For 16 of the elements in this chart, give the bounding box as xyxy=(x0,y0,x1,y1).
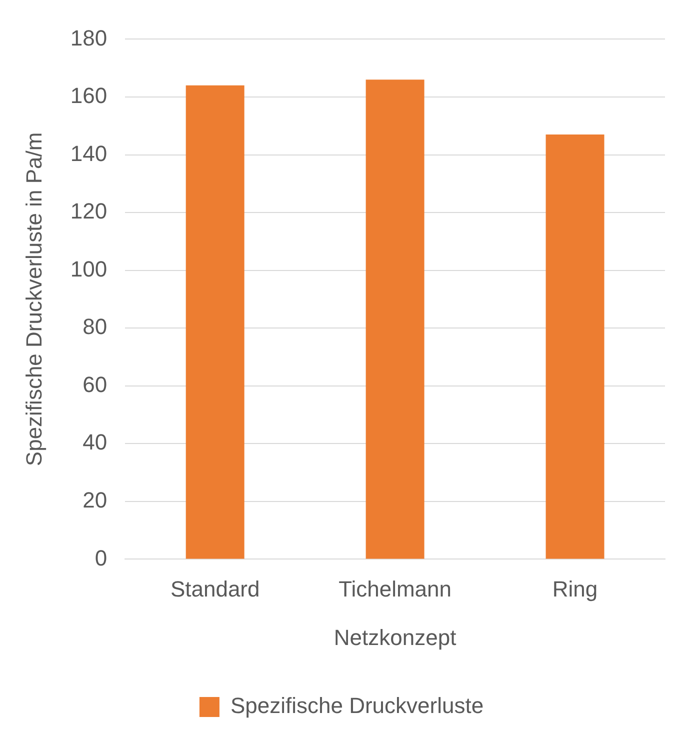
y-tick-label: 80 xyxy=(82,314,108,340)
y-tick-label: 120 xyxy=(70,198,108,224)
y-tick-label: 100 xyxy=(70,256,108,282)
x-tick-label: Tichelmann xyxy=(338,576,452,602)
y-tick-label: 40 xyxy=(82,430,108,455)
y-tick-label: 20 xyxy=(82,487,108,512)
legend-label: Spezifische Druckverluste xyxy=(230,693,484,718)
y-tick-label: 0 xyxy=(94,545,108,570)
x-tick-label: Standard xyxy=(170,576,260,602)
y-tick-label: 180 xyxy=(70,25,108,50)
y-tick-label: 160 xyxy=(70,83,108,108)
x-axis-title: Netzkonzept xyxy=(334,624,456,650)
y-axis-title: Spezifische Druckverluste in Pa/m xyxy=(21,132,46,466)
x-tick-label: Ring xyxy=(552,576,598,602)
y-tick-label: 60 xyxy=(82,372,108,397)
y-tick-label: 140 xyxy=(70,140,108,166)
